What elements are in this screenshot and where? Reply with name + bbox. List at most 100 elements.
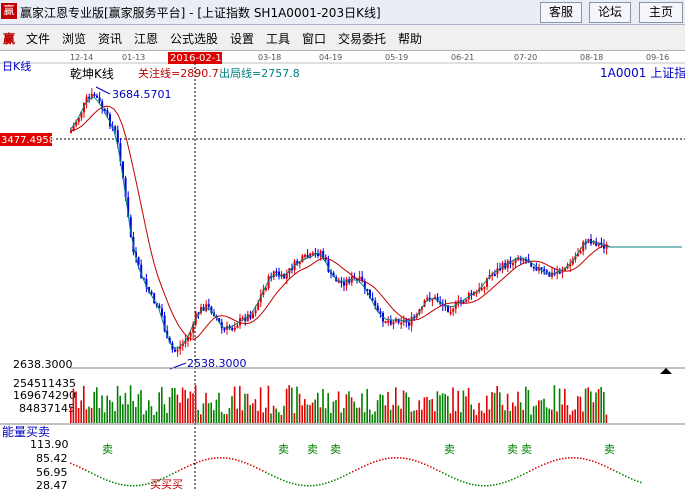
volume-bar bbox=[514, 406, 517, 423]
candle-body bbox=[483, 286, 486, 289]
volume-bar bbox=[298, 393, 301, 423]
energy-dot bbox=[487, 484, 489, 487]
energy-dot bbox=[382, 458, 384, 461]
energy-dot bbox=[520, 474, 522, 477]
energy-dot bbox=[130, 484, 132, 487]
energy-dot bbox=[325, 482, 327, 484]
energy-dot bbox=[472, 483, 474, 486]
volume-bar bbox=[314, 399, 316, 423]
menu-help[interactable]: 帮助 bbox=[398, 32, 423, 46]
energy-dot bbox=[247, 463, 249, 465]
candle-body bbox=[272, 271, 275, 278]
energy-dot bbox=[343, 475, 345, 477]
energy-dot bbox=[406, 457, 408, 460]
volume-bar bbox=[176, 394, 179, 423]
menu-logo-icon: 赢 bbox=[3, 32, 16, 46]
energy-dot bbox=[379, 459, 381, 461]
volume-bar bbox=[236, 408, 238, 423]
energy-dot bbox=[637, 480, 639, 483]
volume-bar bbox=[246, 393, 249, 423]
energy-dot bbox=[166, 475, 168, 478]
volume-bar bbox=[376, 400, 379, 423]
energy-dot bbox=[574, 457, 576, 459]
volume-bar bbox=[480, 410, 483, 423]
energy-dot bbox=[424, 463, 426, 466]
energy-dot bbox=[613, 469, 615, 472]
menu-trade[interactable]: 交易委托 bbox=[338, 32, 387, 46]
menu-file[interactable]: 文件 bbox=[26, 32, 51, 46]
candle-body bbox=[233, 327, 236, 330]
volume-bar bbox=[506, 393, 509, 423]
energy-dot bbox=[205, 458, 207, 461]
candle-body bbox=[106, 110, 109, 115]
energy-dot bbox=[499, 482, 501, 485]
candle-body bbox=[298, 262, 301, 265]
energy-dot bbox=[145, 483, 147, 486]
volume-bar bbox=[189, 391, 192, 423]
energy-dot bbox=[535, 467, 537, 469]
window-title: 赢家江恩专业版[赢家服务平台] - [上证指数 SH1A0001-203日K线] bbox=[20, 6, 381, 20]
candle-body bbox=[124, 178, 127, 198]
menu-formula-picker[interactable]: 公式选股 bbox=[170, 32, 219, 46]
volume-bar bbox=[561, 404, 563, 423]
date-label: 12-14 bbox=[70, 53, 93, 62]
candle-body bbox=[384, 320, 387, 323]
volume-bar bbox=[324, 408, 327, 423]
energy-dot bbox=[274, 475, 276, 478]
candle-body bbox=[220, 322, 223, 329]
volume-bar bbox=[148, 400, 150, 423]
energy-dot bbox=[430, 466, 432, 468]
energy-dot bbox=[496, 483, 498, 486]
energy-dot bbox=[139, 484, 141, 487]
forum-button[interactable]: 论坛 bbox=[589, 2, 631, 23]
candle-body bbox=[179, 346, 182, 350]
candle-body bbox=[283, 273, 286, 279]
kline-chart-area[interactable]: 12-14 01-13 2016-02-16 03-18 04-19 05-19… bbox=[0, 51, 685, 490]
buy-signal: 买买买 bbox=[150, 478, 183, 490]
volume-bar bbox=[77, 407, 80, 423]
volume-bar bbox=[283, 405, 285, 423]
volume-bar bbox=[439, 395, 441, 423]
volume-bar bbox=[530, 414, 532, 423]
volume-bar bbox=[447, 395, 449, 423]
candle-body bbox=[187, 336, 189, 341]
menu-window[interactable]: 窗口 bbox=[302, 32, 327, 46]
volume-bar bbox=[366, 388, 368, 423]
candle-body bbox=[408, 322, 410, 326]
menu-tools[interactable]: 工具 bbox=[266, 32, 291, 46]
candle-body bbox=[249, 314, 252, 319]
volume-bar bbox=[384, 405, 387, 423]
menu-settings[interactable]: 设置 bbox=[230, 32, 255, 46]
energy-dot bbox=[85, 469, 87, 472]
candle-body bbox=[236, 325, 239, 328]
volume-bar bbox=[202, 403, 205, 423]
energy-dot bbox=[508, 480, 510, 482]
volume-bar bbox=[353, 401, 355, 423]
volume-bar bbox=[548, 408, 550, 423]
volume-axis-label: 254511435 bbox=[13, 377, 76, 390]
energy-dot bbox=[241, 460, 243, 463]
volume-bar bbox=[153, 414, 155, 423]
candle-body bbox=[340, 281, 343, 284]
customer-service-button[interactable]: 客服 bbox=[540, 2, 582, 23]
date-label: 05-19 bbox=[385, 53, 408, 62]
candle-body bbox=[153, 293, 156, 304]
sell-signal: 卖 bbox=[521, 443, 532, 456]
energy-dot bbox=[292, 482, 294, 485]
volume-bar bbox=[566, 405, 569, 423]
candle-body bbox=[569, 264, 572, 267]
sell-signal: 卖 bbox=[102, 443, 113, 456]
energy-dot bbox=[478, 484, 480, 487]
candle-body bbox=[129, 217, 132, 238]
volume-bar bbox=[119, 395, 121, 423]
energy-dot bbox=[532, 468, 534, 471]
sell-signal: 卖 bbox=[278, 443, 289, 456]
candle-body bbox=[306, 254, 309, 258]
homepage-button[interactable]: 主页 bbox=[639, 2, 683, 23]
menu-browse[interactable]: 浏览 bbox=[62, 32, 87, 46]
menu-news[interactable]: 资讯 bbox=[98, 32, 123, 46]
volume-bar bbox=[431, 399, 433, 423]
volume-bar bbox=[171, 387, 173, 423]
menu-gann[interactable]: 江恩 bbox=[134, 32, 159, 46]
energy-dot bbox=[493, 484, 495, 486]
